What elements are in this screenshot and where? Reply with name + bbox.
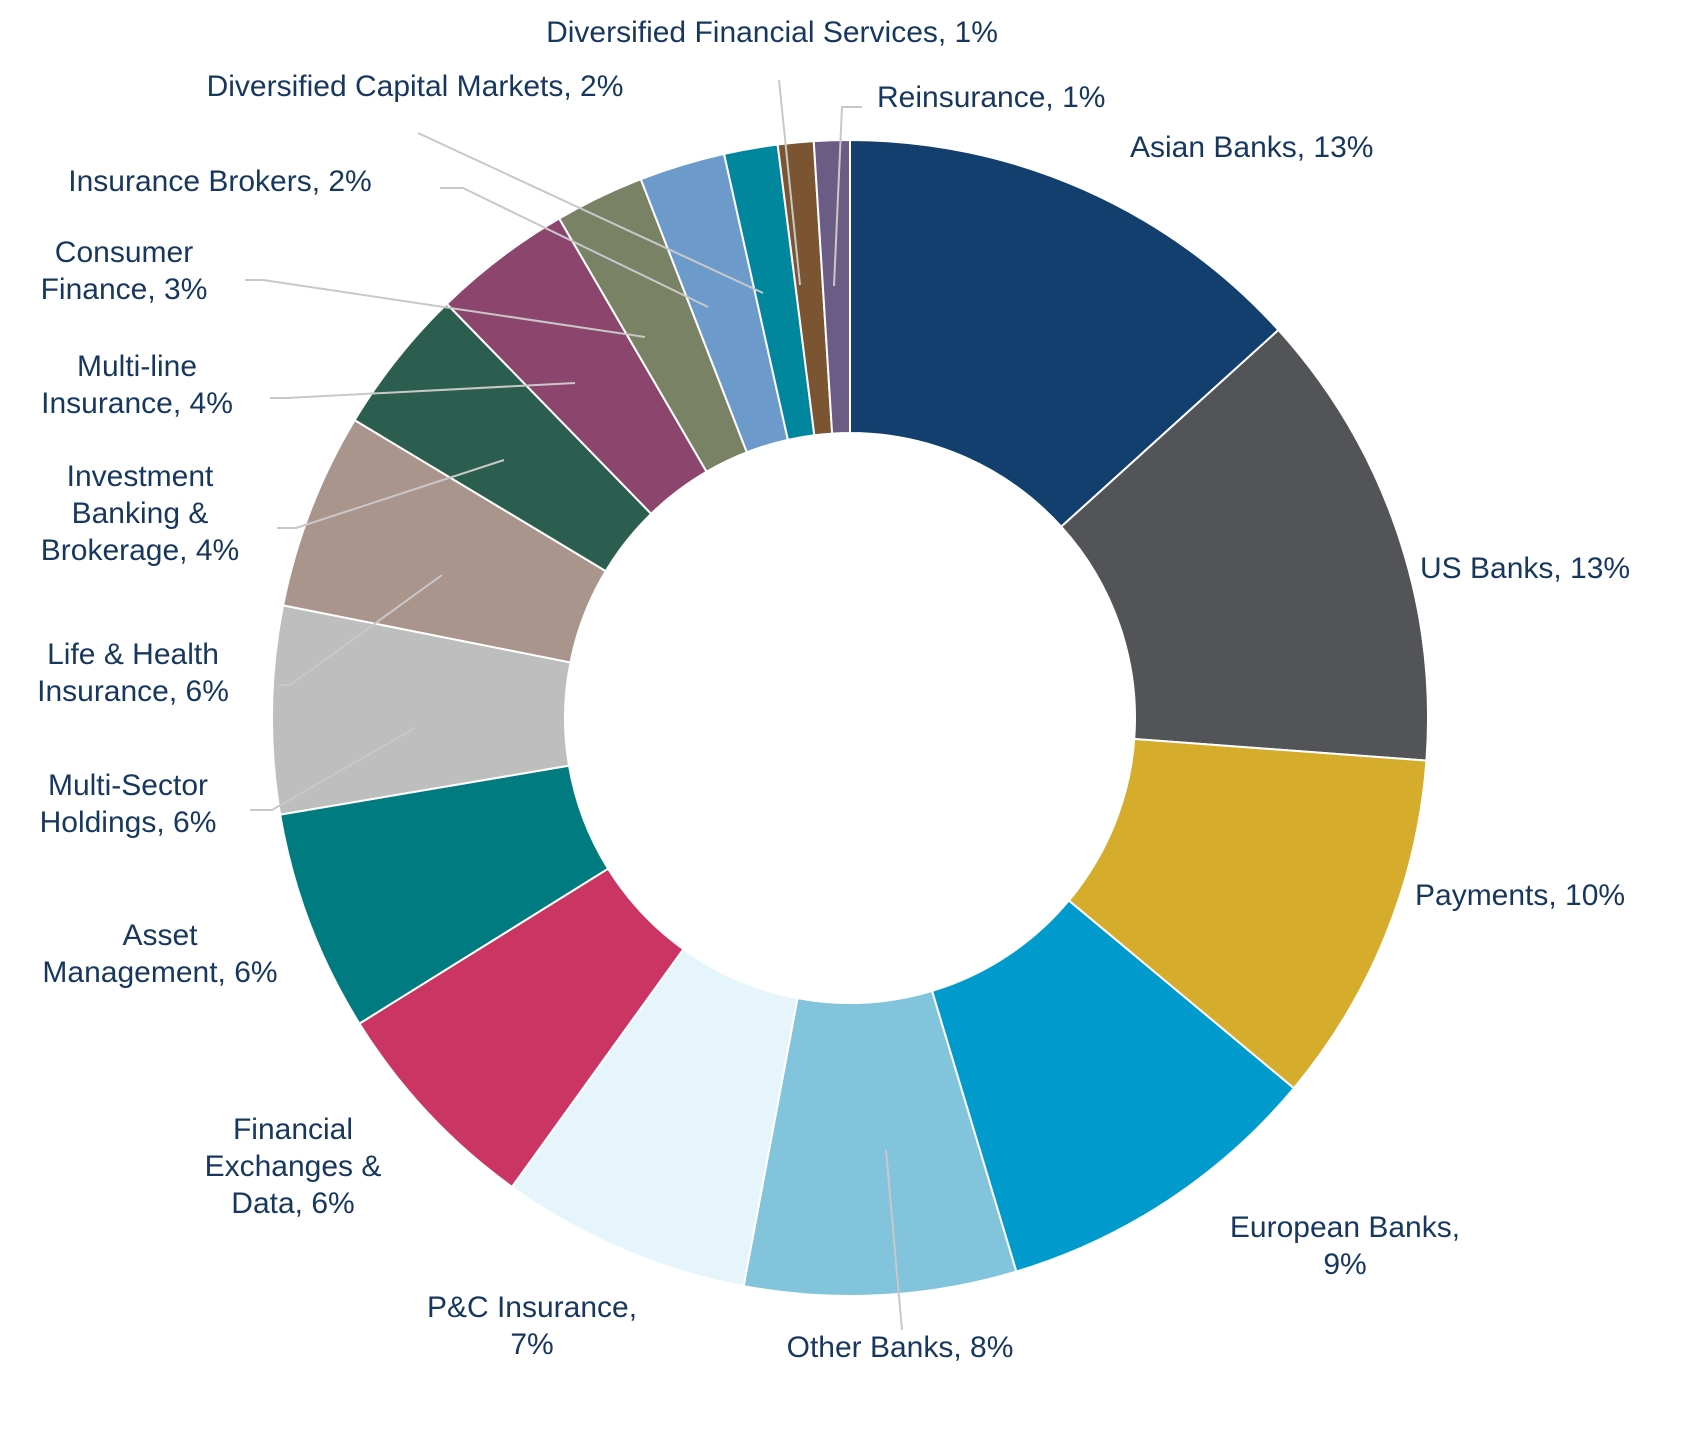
leader-line-multi-sector-holdings [250,727,416,811]
label-line: Multi-Sector [48,769,208,802]
label-line: Banking & [72,497,209,530]
slice-reinsurance [812,138,851,435]
slice-us-banks [1059,328,1429,762]
label-line: Diversified Capital Markets, 2% [207,70,624,103]
label-asian-banks: Asian Banks, 13% [1130,131,1373,164]
label-european-banks: European Banks, 9% [1230,1211,1460,1281]
label-multi-sector-holdings: Multi-Sector Holdings, 6% [40,769,217,839]
label-line: P&C Insurance, [427,1291,637,1324]
label-line: Exchanges & [205,1150,382,1183]
leader-line-diversified-financial-services [778,79,801,286]
label-reinsurance: Reinsurance, 1% [877,81,1105,114]
leader-line-multi-line-insurance [270,382,576,399]
leader-line-diversified-capital-markets [417,132,764,294]
label-pandc-insurance: P&C Insurance, 7% [427,1291,637,1361]
label-multi-line-insurance: Multi-line Insurance, 4% [41,350,233,420]
label-life-and-health-insurance: Life & Health Insurance, 6% [37,638,229,708]
label-line: Multi-line [77,350,197,383]
label-line: Life & Health [47,638,219,671]
label-line: 7% [510,1328,553,1361]
label-diversified-financial-services: Diversified Financial Services, 1% [546,16,998,49]
label-line: Holdings, 6% [40,806,217,839]
label-consumer-finance: Consumer Finance, 3% [41,236,208,306]
leader-line-other-banks [885,1149,903,1331]
label-line: US Banks, 13% [1420,552,1630,585]
slice-european-banks [930,899,1296,1273]
slice-asian-banks [849,138,1280,529]
label-line: Consumer [55,236,193,269]
label-insurance-brokers: Insurance Brokers, 2% [68,165,371,198]
leader-line-insurance-brokers [440,187,709,308]
leader-line-reinsurance [833,106,862,287]
label-line: Financial [233,1113,353,1146]
label-line: Reinsurance, 1% [877,81,1105,114]
leader-line-consumer-finance [245,279,646,338]
label-line: Data, 6% [231,1187,354,1220]
label-line: Asset [122,919,198,952]
label-line: Payments, 10% [1415,879,1625,912]
leader-lines-group [245,79,903,1331]
labels-group: Asian Banks, 13% US Banks, 13% Payments, 1… [37,16,1630,1364]
label-financial-exchanges-and-data: Financial Exchanges & Data, 6% [205,1113,382,1220]
label-payments: Payments, 10% [1415,879,1625,912]
slices-group [271,138,1429,1297]
label-line: 9% [1323,1248,1366,1281]
label-line: Investment [67,460,214,493]
leader-line-life-and-health-insurance [278,574,443,686]
label-line: Brokerage, 4% [41,534,239,567]
leader-line-investment-banking-and-brokerage [277,459,505,529]
label-line: Insurance, 6% [37,675,229,708]
label-other-banks: Other Banks, 8% [787,1331,1014,1364]
label-line: Finance, 3% [41,273,208,306]
label-line: Insurance Brokers, 2% [68,165,371,198]
label-line: Other Banks, 8% [787,1331,1014,1364]
label-us-banks: US Banks, 13% [1420,552,1630,585]
label-line: European Banks, [1230,1211,1460,1244]
label-line: Management, 6% [42,956,277,989]
label-line: Insurance, 4% [41,387,233,420]
label-diversified-capital-markets: Diversified Capital Markets, 2% [207,70,624,103]
slice-payments [1067,737,1428,1090]
label-line: Diversified Financial Services, 1% [546,16,998,49]
label-investment-banking-and-brokerage: Investment Banking & Brokerage, 4% [41,460,239,567]
label-line: Asian Banks, 13% [1130,131,1373,164]
label-asset-management: Asset Management, 6% [42,919,277,989]
